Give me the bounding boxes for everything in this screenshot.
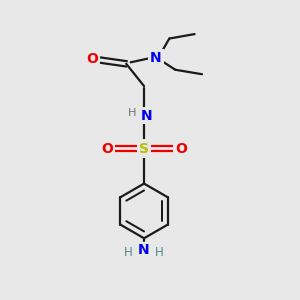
Text: N: N [141, 109, 152, 123]
Text: N: N [150, 51, 162, 65]
Text: O: O [86, 52, 98, 66]
Text: N: N [138, 243, 150, 256]
Text: H: H [128, 108, 136, 118]
Text: O: O [101, 142, 113, 155]
Text: S: S [139, 142, 149, 155]
Text: H: H [155, 246, 164, 259]
Text: O: O [175, 142, 187, 155]
Text: H: H [124, 246, 133, 259]
